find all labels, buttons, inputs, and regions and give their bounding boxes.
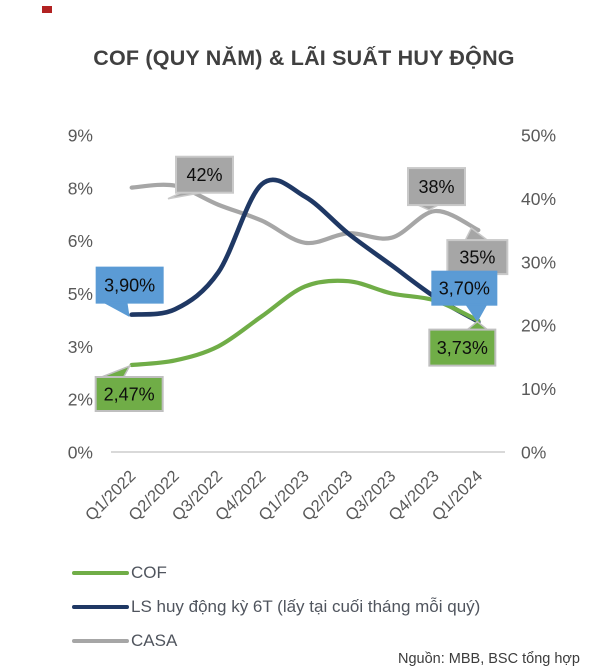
series-line-cof (129, 278, 481, 368)
line-chart: 9%8%6%5%3%2%0%50%40%30%20%10%0%Q1/2022Q2… (68, 126, 556, 525)
left-axis-tick: 9% (68, 126, 93, 146)
data-label-cof-0: 2,47% (94, 364, 164, 413)
series-line-ls6t (129, 177, 481, 324)
legend-line-swatch (72, 604, 129, 610)
right-axis-tick: 20% (521, 316, 556, 336)
data-label-box (407, 167, 466, 207)
left-axis-tick: 2% (68, 390, 93, 410)
left-axis-tick: 3% (68, 337, 93, 357)
right-axis-tick: 0% (521, 443, 546, 463)
data-label-text: 3,70% (439, 279, 490, 299)
data-label-casa-8: 35% (446, 226, 509, 276)
legend-label: CASA (131, 631, 178, 650)
legend-label: COF (131, 563, 167, 582)
red-bullet-marker (42, 6, 52, 13)
legend-line-swatch (72, 570, 129, 576)
data-label-box (95, 266, 164, 304)
left-axis-tick: 5% (68, 284, 93, 304)
data-label-box (175, 155, 234, 194)
data-label-text: 42% (186, 165, 222, 185)
data-label-cof-8: 3,73% (428, 320, 497, 367)
right-axis-tick: 30% (521, 252, 556, 272)
left-axis-tick: 8% (68, 178, 93, 198)
left-axis-tick: 0% (68, 443, 93, 463)
data-label-box (431, 270, 498, 306)
left-axis-tick: 6% (68, 231, 93, 251)
chart-title: COF (QUY NĂM) & LÃI SUẤT HUY ĐỘNG (93, 46, 515, 70)
data-label-text: 35% (459, 248, 495, 268)
right-axis-tick: 50% (521, 126, 556, 146)
data-label-text: 3,73% (437, 338, 488, 358)
data-label-pointer (104, 301, 130, 318)
data-label-ls6t-0: 3,90% (95, 266, 164, 318)
data-label-ls6t-8: 3,70% (431, 270, 498, 323)
data-label-box (94, 376, 164, 413)
right-axis-tick: 40% (521, 189, 556, 209)
data-label-pointer (465, 320, 490, 331)
data-label-pointer (101, 364, 132, 378)
chart-legend: COF LS huy động kỳ 6T (lấy tại cuối tháng… (72, 556, 480, 658)
legend-label: LS huy động kỳ 6T (lấy tại cuối tháng mỗ… (131, 597, 481, 616)
source-note: Nguồn: MBB, BSC tổng hợp (398, 651, 580, 667)
data-label-casa-1: 42% (167, 155, 234, 200)
data-label-box (428, 328, 497, 367)
data-label-casa-7: 38% (407, 167, 466, 211)
data-label-text: 38% (418, 177, 454, 197)
data-label-text: 3,90% (104, 276, 155, 296)
right-axis-tick: 10% (521, 379, 556, 399)
legend-line-swatch (72, 638, 129, 644)
legend-item-cof: COF (72, 556, 480, 590)
legend-item-casa: CASA (72, 624, 480, 658)
data-label-text: 2,47% (104, 385, 155, 405)
legend-item-ls6t: LS huy động kỳ 6T (lấy tại cuối tháng mỗ… (72, 590, 480, 624)
